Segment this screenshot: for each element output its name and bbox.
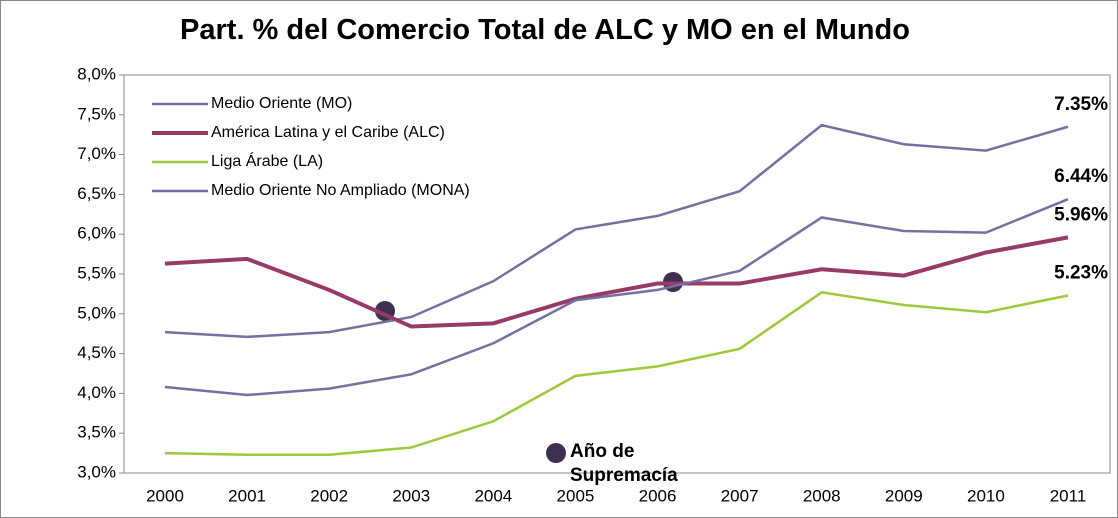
y-tick-label: 5,0% xyxy=(77,303,116,322)
annotation: Año de Supremacía xyxy=(570,441,678,486)
y-tick-label: 3,0% xyxy=(77,462,116,481)
y-tick-label: 3,5% xyxy=(77,423,116,442)
legend-label: Medio Oriente No Ampliado (MONA) xyxy=(211,182,470,199)
legend-label: América Latina y el Caribe (ALC) xyxy=(211,124,445,141)
y-tick-label: 7,5% xyxy=(77,104,116,123)
x-tick-label: 2008 xyxy=(803,486,841,505)
annotation-dot xyxy=(546,443,566,463)
y-tick-label: 5,5% xyxy=(77,263,116,282)
chart-title: Part. % del Comercio Total de ALC y MO e… xyxy=(180,14,910,46)
x-tick-label: 2010 xyxy=(967,486,1005,505)
y-tick-label: 6,5% xyxy=(77,184,116,203)
x-tick-label: 2001 xyxy=(228,486,266,505)
data-label: 5.96% xyxy=(1054,204,1108,225)
x-tick-label: 2011 xyxy=(1050,486,1087,505)
data-label: 5.23% xyxy=(1054,263,1108,284)
x-tick-label: 2007 xyxy=(721,486,759,505)
line-series xyxy=(164,123,1069,339)
y-tick-label: 8,0% xyxy=(77,64,116,83)
x-tick-label: 2005 xyxy=(557,486,595,505)
legend-label: Liga Árabe (LA) xyxy=(211,151,323,170)
x-tick-label: 2004 xyxy=(474,486,512,505)
x-tick-label: 2006 xyxy=(639,486,677,505)
data-label: 7.35% xyxy=(1054,94,1108,115)
y-tick-label: 4,0% xyxy=(77,383,116,402)
line-series xyxy=(164,235,1069,329)
x-tick-label: 2003 xyxy=(392,486,430,505)
y-tick-label: 7,0% xyxy=(77,144,116,163)
y-tick-label: 6,0% xyxy=(77,224,116,243)
data-label: 6.44% xyxy=(1054,166,1108,187)
x-tick-label: 2000 xyxy=(146,486,184,505)
y-tick-label: 4,5% xyxy=(77,343,116,362)
legend-label: Medio Oriente (MO) xyxy=(211,95,352,112)
line-series xyxy=(164,198,1069,397)
line-series xyxy=(164,290,1069,456)
x-tick-label: 2002 xyxy=(310,486,348,505)
x-tick-label: 2009 xyxy=(885,486,923,505)
